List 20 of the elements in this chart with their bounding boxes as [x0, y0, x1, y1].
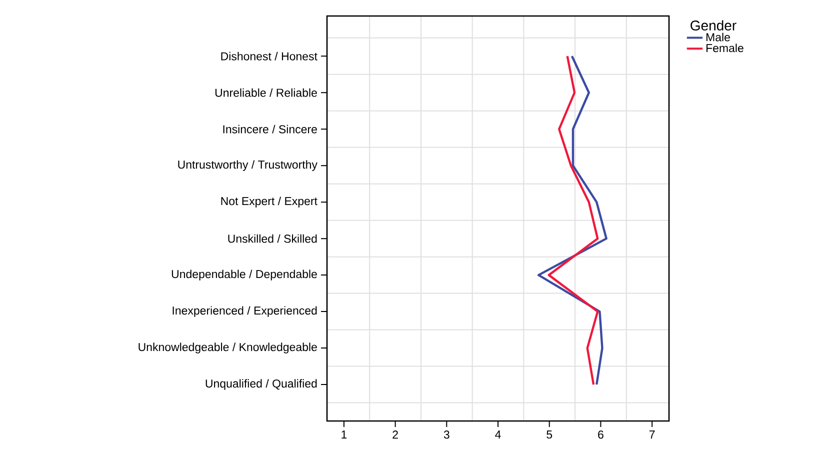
x-tick-label: 5	[546, 430, 552, 439]
y-tick-label: Unqualified / Qualified	[206, 379, 317, 390]
y-tick-label: Insincere / Sincere	[223, 124, 317, 134]
x-tick-label: 2	[392, 430, 398, 439]
y-tick-label: Dishonest / Honest	[221, 52, 318, 60]
y-tick-label: Not Expert / Expert	[221, 196, 318, 208]
y-tick-label: Undependable / Dependable	[172, 270, 317, 280]
y-tick-label: Untrustworthy / Trustworthy	[178, 160, 318, 171]
x-tick-label: 6	[598, 430, 604, 439]
y-tick-label: Inexperienced / Experienced	[172, 306, 317, 317]
x-tick-label: 1	[342, 430, 347, 438]
x-tick-label: 4	[495, 430, 501, 438]
x-tick-label: 7	[649, 430, 655, 438]
legend-label: Male	[706, 32, 730, 42]
x-tick-label: 3	[444, 430, 450, 439]
y-tick-label: Unknowledgeable / Knowledgeable	[138, 342, 317, 354]
legend-title: Gender	[690, 20, 736, 30]
legend-label: Female	[706, 44, 744, 52]
y-tick-label: Unreliable / Reliable	[215, 88, 317, 97]
y-tick-label: Unskilled / Skilled	[228, 234, 317, 243]
